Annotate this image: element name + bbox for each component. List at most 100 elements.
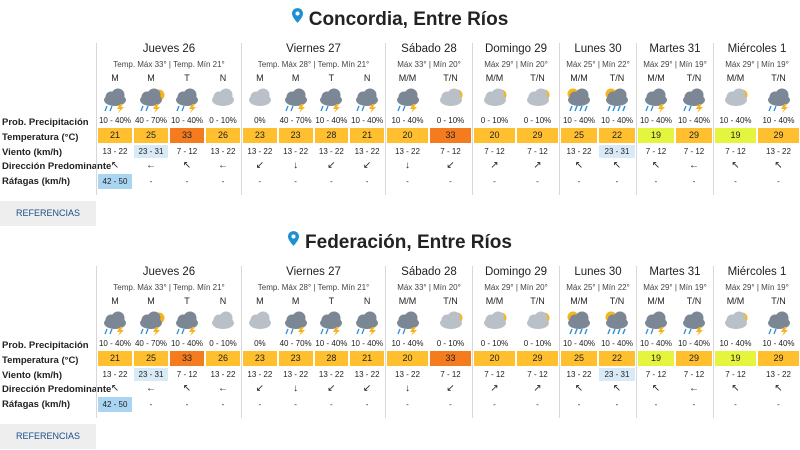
wind-speed: 13 - 22	[566, 147, 592, 156]
row-label-temp: Temperatura (°C)	[2, 355, 79, 366]
day-block: Sábado 28 Máx 33° | Mín 20° M/M T/N 10 - 40%…	[385, 43, 472, 195]
wind-gusts: -	[577, 400, 581, 409]
wind-speed: 13 - 22	[566, 370, 592, 379]
temperature-cell: 22	[599, 351, 635, 366]
day-name: Jueves 26	[142, 266, 196, 278]
wind-speed: 13 - 22	[283, 147, 309, 156]
wind-direction-arrow-icon: ↖	[651, 383, 661, 394]
precip-probability: 40 - 70%	[279, 116, 312, 125]
row-label-temp: Temperatura (°C)	[2, 132, 79, 143]
wind-speed: 7 - 12	[725, 147, 746, 156]
precip-probability: 0%	[254, 339, 266, 348]
period-headers: M/M T/N	[560, 73, 636, 85]
day-name: Miércoles 1	[727, 43, 787, 55]
period-columns: 0% 23 13 - 22 ↙ -40 - 70% 23 13 - 22 ↓ -10 - 40%…	[242, 266, 385, 418]
period-label: T	[184, 296, 190, 306]
precip-probability: 10 - 40%	[677, 339, 711, 348]
day-temp-range: Temp. Máx 28° | Temp. Mín 21°	[257, 60, 370, 69]
day-block: Lunes 30 Máx 25° | Mín 22° M/M T/N 10 - 40% 2…	[559, 266, 636, 418]
storm-cloud-icon	[763, 310, 795, 336]
day-name: Martes 31	[649, 43, 701, 55]
period-column: 10 - 40% 25 13 - 22 ↖ -	[560, 266, 598, 418]
temperature-cell: 21	[350, 351, 384, 366]
period-column: 10 - 40% 33 7 - 12 ↖ -	[169, 43, 205, 195]
period-column: 10 - 40% 29 7 - 12 ← -	[675, 43, 713, 195]
temperature-cell: 22	[599, 128, 635, 143]
temperature-cell: 21	[98, 128, 132, 143]
temperature-cell: 23	[243, 128, 277, 143]
wind-speed: 13 - 22	[395, 370, 420, 379]
period-column: 40 - 70% 23 13 - 22 ↓ -	[278, 266, 314, 418]
period-headers: M/M T/N	[386, 73, 472, 85]
period-label: M	[111, 73, 119, 83]
wind-speed: 7 - 12	[527, 147, 548, 156]
storm-cloud-icon-graphic	[356, 311, 379, 336]
forecast-section: Federación, Entre Ríos Prob. Precipitació…	[0, 228, 800, 423]
wind-gusts: -	[294, 177, 297, 186]
period-label: M/M	[726, 296, 745, 306]
location-title: Federación, Entre Ríos	[0, 228, 800, 258]
period-headers: M/M T/N	[473, 73, 559, 85]
temperature-cell: 19	[638, 128, 674, 143]
period-column: 0% 23 13 - 22 ↙ -	[242, 43, 278, 195]
day-temp-range: Máx 29° | Mín 19°	[643, 60, 707, 69]
storm-cloud-icon	[315, 310, 347, 336]
cloud-icon	[207, 87, 239, 113]
rain-sun-icon	[563, 310, 595, 336]
wind-speed: 13 - 22	[766, 147, 791, 156]
wind-gusts: -	[221, 177, 225, 186]
day-name: Martes 31	[649, 266, 701, 278]
partly-cloudy-icon	[720, 87, 752, 113]
storm-sun-icon-graphic	[140, 311, 165, 336]
row-label-wind: Viento (km/h)	[2, 370, 62, 381]
wind-direction-arrow-icon: ←	[146, 160, 156, 171]
period-column: 10 - 40% 33 7 - 12 ↖ -	[169, 266, 205, 418]
wind-gusts: -	[777, 177, 780, 186]
period-label: T/N	[530, 73, 545, 83]
period-label: M	[147, 296, 155, 306]
precip-probability: 0%	[254, 116, 266, 125]
temperature-cell: 21	[350, 128, 384, 143]
period-label: T/N	[443, 73, 458, 83]
rain-sun-icon	[601, 87, 633, 113]
wind-gusts: 42 - 50	[98, 174, 132, 189]
row-label-precip: Prob. Precipitación	[2, 340, 89, 351]
row-label-gusts: Ráfagas (km/h)	[2, 176, 71, 187]
period-label: T/N	[771, 73, 786, 83]
wind-gusts: -	[258, 177, 262, 186]
period-headers: M/M T/N	[714, 296, 800, 308]
storm-cloud-icon-graphic	[176, 88, 198, 113]
wind-gusts: -	[221, 400, 225, 409]
precip-probability: 40 - 70%	[134, 339, 168, 348]
period-column: 0 - 10% 26 13 - 22 ← -	[205, 266, 241, 418]
wind-direction-arrow-icon: ↗	[490, 160, 499, 171]
wind-gusts: -	[615, 177, 619, 186]
precip-probability: 40 - 70%	[279, 339, 312, 348]
storm-cloud-icon	[99, 310, 131, 336]
period-label: N	[363, 296, 371, 306]
period-label: M	[256, 73, 264, 83]
period-column: 10 - 40% 29 7 - 12 ← -	[675, 266, 713, 418]
precip-probability: 10 - 40%	[562, 116, 596, 125]
period-column: 10 - 40% 19 7 - 12 ↖ -	[714, 43, 757, 195]
precip-probability: 10 - 40%	[562, 339, 596, 348]
precip-probability: 0 - 10%	[436, 116, 465, 125]
row-label-direction: Dirección Predominante	[2, 161, 112, 172]
references-button[interactable]: REFERENCIAS	[0, 424, 96, 449]
storm-sun-icon-graphic	[140, 88, 165, 113]
wind-direction-arrow-icon: ↖	[731, 160, 740, 171]
period-label: T	[328, 73, 335, 83]
storm-cloud-icon	[280, 87, 312, 113]
references-button[interactable]: REFERENCIAS	[0, 201, 96, 226]
period-columns: 10 - 40% 19 7 - 12 ↖ - 10 - 40% 29 13 - 22 ↖ -	[714, 266, 800, 418]
storm-cloud-icon-graphic	[284, 311, 307, 336]
partly-cloudy-icon	[522, 87, 554, 113]
partly-cloudy-icon-graphic	[724, 88, 747, 106]
wind-speed: 7 - 12	[683, 147, 705, 156]
storm-cloud-icon-graphic	[320, 311, 343, 336]
precip-probability: 0 - 10%	[209, 339, 237, 348]
precip-probability: 10 - 40%	[719, 339, 752, 348]
wind-speed: 13 - 22	[247, 147, 273, 156]
wind-direction-arrow-icon: ↖	[651, 160, 661, 171]
wind-gusts: -	[536, 400, 539, 409]
